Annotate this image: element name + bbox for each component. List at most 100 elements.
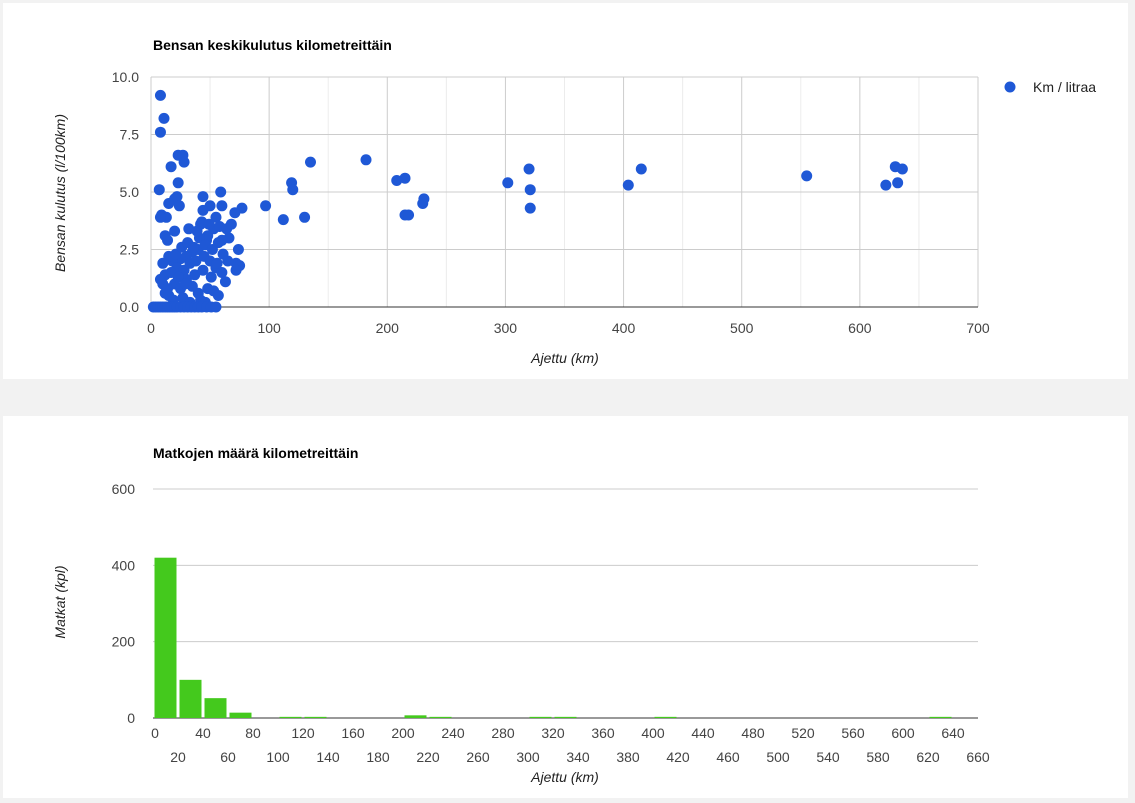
scatter-point[interactable] (418, 193, 430, 205)
scatter-y-axis-label: Bensan kulutus (l/100km) (52, 114, 68, 272)
scatter-point[interactable] (165, 161, 177, 173)
scatter-point[interactable] (524, 184, 536, 196)
histogram-x-tick-label: 640 (941, 725, 965, 741)
histogram-x-tick-label: 600 (891, 725, 915, 741)
histogram-y-tick-label: 600 (112, 481, 136, 497)
scatter-point[interactable] (179, 278, 191, 290)
scatter-point[interactable] (169, 225, 181, 237)
scatter-point[interactable] (229, 207, 241, 219)
scatter-point[interactable] (162, 283, 174, 295)
histogram-x-tick-label: 440 (691, 725, 715, 741)
scatter-point[interactable] (896, 163, 908, 175)
scatter-point[interactable] (260, 200, 272, 212)
scatter-point[interactable] (157, 257, 169, 269)
histogram-x-tick-label: 260 (466, 749, 490, 765)
scatter-points[interactable] (147, 89, 908, 313)
histogram-bar[interactable] (279, 716, 302, 718)
histogram-x-tick-label: 620 (916, 749, 940, 765)
scatter-point[interactable] (212, 237, 224, 249)
histogram-x-tick-label: 120 (291, 725, 315, 741)
histogram-bar[interactable] (529, 716, 552, 718)
scatter-point[interactable] (225, 218, 237, 230)
scatter-point[interactable] (163, 198, 175, 209)
scatter-point[interactable] (197, 191, 209, 203)
histogram-x-axis-label: Ajettu (km) (530, 769, 599, 785)
scatter-y-tick-label: 2.5 (120, 242, 140, 258)
histogram-bar[interactable] (429, 716, 452, 718)
histogram-x-tick-label: 140 (316, 749, 340, 765)
scatter-point[interactable] (635, 163, 647, 175)
scatter-point[interactable] (801, 170, 813, 182)
scatter-point[interactable] (154, 89, 166, 101)
scatter-point[interactable] (391, 175, 403, 186)
histogram-x-tick-label: 180 (366, 749, 390, 765)
scatter-point[interactable] (162, 234, 174, 246)
histogram-bar[interactable] (304, 716, 327, 718)
scatter-point[interactable] (502, 177, 514, 189)
scatter-point[interactable] (216, 200, 228, 212)
scatter-point[interactable] (158, 112, 170, 124)
histogram-bars[interactable] (154, 557, 952, 718)
scatter-point[interactable] (203, 218, 215, 230)
scatter-point[interactable] (190, 255, 202, 267)
scatter-point[interactable] (892, 177, 904, 189)
scatter-point[interactable] (172, 177, 184, 189)
histogram-x-tick-label: 460 (716, 749, 740, 765)
scatter-point[interactable] (205, 271, 217, 283)
scatter-point[interactable] (154, 126, 166, 138)
histogram-x-tick-label: 340 (566, 749, 590, 765)
histogram-bar[interactable] (654, 716, 677, 718)
scatter-y-tick-label: 0.0 (120, 299, 140, 315)
scatter-point[interactable] (153, 184, 165, 196)
scatter-point[interactable] (403, 209, 415, 221)
scatter-chart: Bensan keskikulutus kilometreittäin 0.0 2… (52, 37, 1097, 366)
scatter-point[interactable] (215, 186, 227, 198)
histogram-bar[interactable] (179, 679, 202, 718)
histogram-x-tick-label: 500 (766, 749, 790, 765)
scatter-point[interactable] (191, 225, 203, 237)
scatter-point[interactable] (210, 301, 222, 313)
scatter-point[interactable] (222, 255, 234, 267)
scatter-point[interactable] (304, 156, 316, 168)
scatter-point[interactable] (524, 202, 536, 214)
histogram-x-tick-label: 100 (266, 749, 290, 765)
scatter-legend[interactable]: Km / litraa (1004, 79, 1097, 95)
scatter-point[interactable] (188, 241, 200, 253)
scatter-x-tick-label: 500 (730, 320, 754, 336)
scatter-point[interactable] (212, 290, 224, 301)
scatter-point[interactable] (277, 214, 289, 226)
histogram-bar[interactable] (154, 557, 177, 718)
scatter-grid (150, 76, 979, 308)
scatter-point[interactable] (216, 267, 228, 278)
scatter-point[interactable] (210, 211, 222, 223)
histogram-bar[interactable] (204, 698, 227, 718)
scatter-point[interactable] (299, 211, 311, 223)
histogram-bar[interactable] (554, 716, 577, 718)
scatter-point[interactable] (523, 163, 535, 175)
scatter-x-tick-label: 700 (966, 320, 990, 336)
scatter-point[interactable] (183, 223, 195, 235)
scatter-point[interactable] (880, 179, 892, 191)
scatter-point[interactable] (622, 179, 634, 191)
scatter-point[interactable] (230, 264, 242, 276)
scatter-point[interactable] (154, 211, 166, 223)
scatter-point[interactable] (360, 154, 372, 166)
scatter-point[interactable] (178, 156, 190, 168)
scatter-point[interactable] (287, 184, 299, 196)
scatter-point[interactable] (219, 276, 231, 288)
scatter-point[interactable] (173, 200, 185, 212)
scatter-point[interactable] (172, 271, 184, 283)
legend-marker-icon (1004, 81, 1016, 93)
scatter-y-tick-label: 5.0 (120, 184, 140, 200)
scatter-point[interactable] (204, 200, 216, 212)
scatter-point[interactable] (211, 257, 223, 269)
histogram-x-tick-label: 380 (616, 749, 640, 765)
scatter-point[interactable] (189, 269, 201, 281)
scatter-point[interactable] (399, 172, 411, 184)
histogram-bar[interactable] (929, 716, 952, 718)
scatter-point[interactable] (232, 244, 244, 255)
scatter-point[interactable] (197, 264, 209, 276)
histogram-bar[interactable] (229, 712, 252, 718)
scatter-chart-title: Bensan keskikulutus kilometreittäin (153, 37, 392, 53)
histogram-bar[interactable] (404, 715, 427, 718)
